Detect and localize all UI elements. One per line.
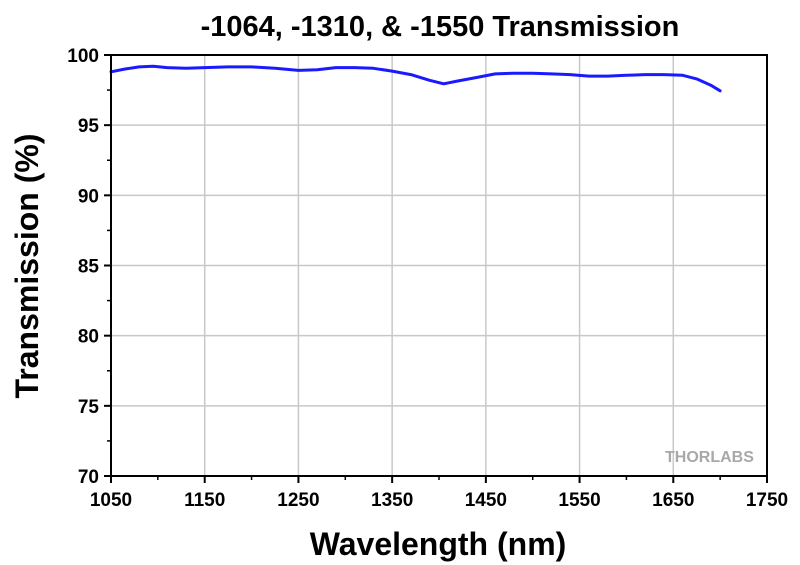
logo-text: THORLABS [665, 449, 754, 466]
y-tick-label: 85 [78, 257, 100, 278]
y-tick-label: 95 [78, 116, 100, 137]
axis-ticks [104, 54, 768, 483]
y-tick-label: 90 [78, 186, 99, 207]
x-tick-label: 1450 [465, 490, 507, 511]
plot-frame [110, 54, 768, 477]
x-axis-title: Wavelength (nm) [310, 526, 567, 562]
x-tick-labels: 1050 1150 1250 1350 1450 1550 1650 1750 [90, 490, 788, 511]
y-tick-label: 100 [67, 46, 99, 67]
x-tick-label: 1750 [746, 490, 788, 511]
x-tick-label: 1350 [371, 490, 413, 511]
y-axis-title: Transmission (%) [9, 134, 45, 399]
thorlabs-logo: THORLABS [665, 449, 754, 466]
x-tick-label: 1250 [277, 490, 319, 511]
x-tick-label: 1050 [90, 490, 132, 511]
x-tick-label: 1150 [184, 490, 225, 511]
grid-lines [111, 55, 767, 476]
y-tick-label: 80 [78, 327, 99, 348]
y-tick-label: 70 [78, 467, 99, 488]
y-tick-label: 75 [78, 397, 100, 418]
series-line [109, 64, 722, 93]
x-tick-label: 1550 [558, 490, 600, 511]
y-tick-labels: 70 75 80 85 90 95 100 [67, 46, 99, 488]
chart-title: -1064, -1310, & -1550 Transmission [201, 11, 680, 43]
x-tick-label: 1650 [652, 490, 694, 511]
